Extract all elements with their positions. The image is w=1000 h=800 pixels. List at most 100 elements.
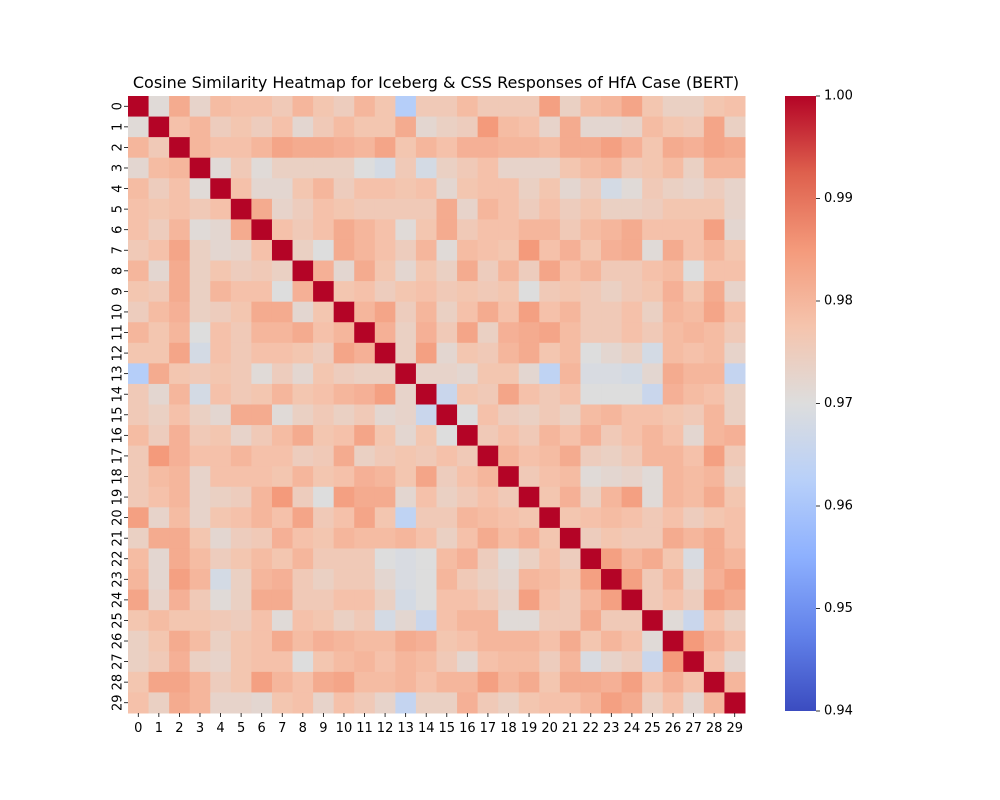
heatmap-cell-6-13 xyxy=(395,219,417,241)
heatmap-cell-10-20 xyxy=(539,301,561,323)
heatmap-cell-29-10 xyxy=(333,692,355,714)
heatmap-cell-7-20 xyxy=(539,239,561,262)
heatmap-cell-11-17 xyxy=(477,322,499,344)
heatmap-cell-23-3 xyxy=(189,569,211,591)
heatmap-cell-26-3 xyxy=(189,630,211,652)
x-tick-label-27: 27 xyxy=(685,721,702,736)
heatmap-cell-20-22 xyxy=(580,507,602,529)
heatmap-cell-1-22 xyxy=(580,116,602,138)
heatmap-cell-26-2 xyxy=(169,630,191,652)
heatmap-cell-11-10 xyxy=(333,322,355,344)
heatmap-cell-5-23 xyxy=(601,198,623,220)
heatmap-cell-8-27 xyxy=(683,260,705,282)
heatmap-cell-20-7 xyxy=(271,507,294,529)
heatmap-cell-25-20 xyxy=(539,610,561,632)
heatmap-cell-7-2 xyxy=(169,239,191,262)
heatmap-cell-5-6 xyxy=(251,198,273,220)
heatmap-cell-24-22 xyxy=(580,589,602,611)
heatmap-cell-10-13 xyxy=(395,301,417,323)
heatmap-cell-26-19 xyxy=(518,630,540,652)
heatmap-cell-2-13 xyxy=(395,137,417,159)
heatmap-cell-23-11 xyxy=(354,569,376,591)
heatmap-cell-23-4 xyxy=(210,569,232,591)
heatmap-cell-9-0 xyxy=(128,281,150,303)
heatmap-cell-5-18 xyxy=(498,198,520,220)
x-tick-label-22: 22 xyxy=(582,721,599,736)
heatmap-cell-22-25 xyxy=(642,548,664,570)
heatmap-cell-24-7 xyxy=(271,589,294,611)
heatmap-cell-13-0 xyxy=(128,363,150,385)
heatmap-cell-20-27 xyxy=(683,507,705,529)
heatmap-cell-4-23 xyxy=(601,178,623,200)
y-tick-label-15: 15 xyxy=(111,407,126,424)
heatmap-cell-24-25 xyxy=(642,589,664,611)
heatmap-cell-10-21 xyxy=(559,301,581,323)
heatmap-cell-25-17 xyxy=(477,610,499,632)
heatmap-cell-16-21 xyxy=(559,425,581,447)
heatmap-cell-0-16 xyxy=(457,96,479,118)
heatmap-cell-4-18 xyxy=(498,178,520,200)
heatmap-cell-12-8 xyxy=(292,342,314,364)
heatmap-cell-19-1 xyxy=(148,486,170,508)
heatmap-cell-1-12 xyxy=(374,116,396,138)
heatmap-cell-19-11 xyxy=(354,486,376,508)
heatmap-cell-28-11 xyxy=(354,671,376,693)
heatmap-cell-27-1 xyxy=(148,651,170,673)
heatmap-cell-5-5 xyxy=(230,198,252,220)
heatmap-cell-9-28 xyxy=(703,281,725,303)
heatmap-cell-0-2 xyxy=(169,96,191,118)
heatmap-cell-20-24 xyxy=(621,507,643,529)
heatmap-cell-19-29 xyxy=(724,486,746,508)
heatmap-cell-24-27 xyxy=(683,589,705,611)
heatmap-cell-12-13 xyxy=(395,342,417,364)
heatmap-cell-7-14 xyxy=(415,239,437,262)
heatmap-cell-17-28 xyxy=(703,445,725,467)
heatmap-cell-1-15 xyxy=(436,116,458,138)
heatmap-cell-12-29 xyxy=(724,342,746,364)
x-tick-label-23: 23 xyxy=(603,721,620,736)
heatmap-cell-27-24 xyxy=(621,651,643,673)
heatmap-cell-11-15 xyxy=(436,322,458,344)
heatmap-cell-27-3 xyxy=(189,651,211,673)
heatmap-cell-24-14 xyxy=(415,589,437,611)
heatmap-cell-9-2 xyxy=(169,281,191,303)
heatmap-cell-24-4 xyxy=(210,589,232,611)
heatmap-cell-16-10 xyxy=(333,425,355,447)
heatmap-cell-9-22 xyxy=(580,281,602,303)
heatmap-cell-15-14 xyxy=(415,404,437,426)
heatmap-cell-18-19 xyxy=(518,466,540,488)
heatmap-cell-9-29 xyxy=(724,281,746,303)
heatmap-cell-21-21 xyxy=(559,527,581,549)
heatmap-cell-12-9 xyxy=(313,342,335,364)
heatmap-cell-19-3 xyxy=(189,486,211,508)
x-tick-label-4: 4 xyxy=(216,721,224,736)
heatmap-cell-13-12 xyxy=(374,363,396,385)
heatmap-cell-3-5 xyxy=(230,157,252,179)
heatmap-cell-15-29 xyxy=(724,404,746,426)
heatmap-cell-13-15 xyxy=(436,363,458,385)
heatmap-cell-10-29 xyxy=(724,301,746,323)
heatmap-cell-19-12 xyxy=(374,486,396,508)
heatmap-cell-10-23 xyxy=(601,301,623,323)
heatmap-cell-12-7 xyxy=(271,342,294,364)
heatmap-cell-18-13 xyxy=(395,466,417,488)
heatmap-cell-29-26 xyxy=(662,692,684,714)
heatmap-cell-11-4 xyxy=(210,322,232,344)
heatmap-cell-13-1 xyxy=(148,363,170,385)
x-tick-label-20: 20 xyxy=(541,721,558,736)
heatmap-cell-27-21 xyxy=(559,651,581,673)
heatmap-cell-28-24 xyxy=(621,671,643,693)
heatmap-cell-13-21 xyxy=(559,363,581,385)
heatmap-cell-0-11 xyxy=(354,96,376,118)
x-tick-label-3: 3 xyxy=(196,721,204,736)
heatmap-cell-26-13 xyxy=(395,630,417,652)
colorbar: 0.94 0.95 0.96 0.97 0.98 0.99 1.00 xyxy=(785,89,853,719)
heatmap-cell-20-10 xyxy=(333,507,355,529)
heatmap-cell-14-16 xyxy=(457,383,479,405)
heatmap-cell-18-16 xyxy=(457,466,479,488)
heatmap-cell-22-20 xyxy=(539,548,561,570)
heatmap-cell-27-27 xyxy=(683,651,705,673)
heatmap-cell-14-14 xyxy=(415,383,437,405)
heatmap-cell-7-12 xyxy=(374,239,396,262)
heatmap-cell-28-26 xyxy=(662,671,684,693)
